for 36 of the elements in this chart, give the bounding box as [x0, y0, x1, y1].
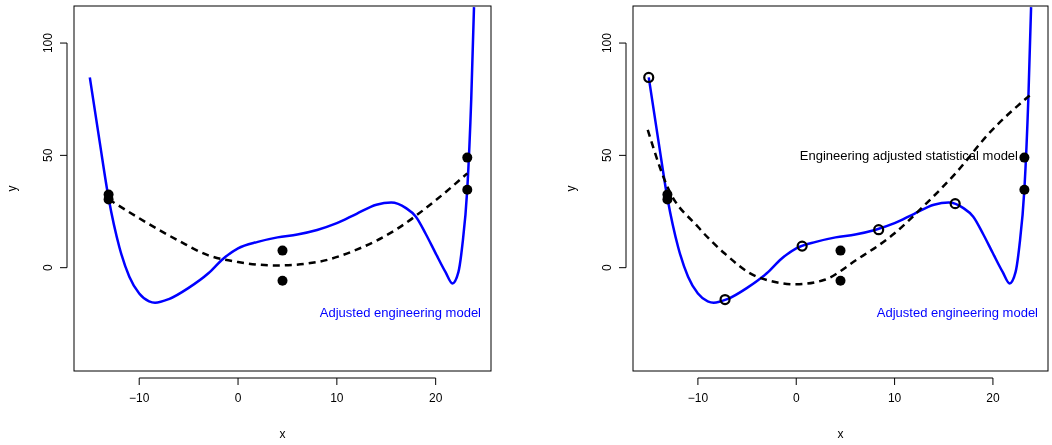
point — [719, 293, 731, 306]
line-series — [88, 6, 476, 304]
x-tick-label: 10 — [330, 391, 344, 405]
x-tick-label: 10 — [887, 391, 902, 405]
point — [643, 71, 655, 84]
point — [949, 198, 961, 210]
point — [835, 245, 846, 256]
point — [462, 152, 473, 163]
point — [1019, 152, 1030, 163]
x-axis-title: x — [279, 427, 286, 441]
y-axis-title: y — [5, 185, 19, 192]
x-axis-title: x — [837, 427, 844, 441]
text: Adjusted engineering model — [876, 305, 1039, 321]
y-tick-label: 100 — [41, 32, 55, 54]
point — [835, 275, 846, 286]
y-tick-label: 0 — [600, 264, 614, 272]
text: Adjusted engineering model — [319, 305, 482, 321]
x-tick-label: 20 — [986, 391, 1000, 405]
point — [1019, 184, 1030, 195]
line-series — [646, 93, 1032, 286]
text: Engineering adjusted statistical model — [799, 148, 1019, 164]
x-tick-label: 0 — [792, 391, 800, 405]
point — [277, 275, 288, 286]
y-tick-label: 100 — [600, 32, 614, 54]
y-tick-label: 0 — [41, 264, 55, 272]
x-tick-label: −10 — [129, 391, 150, 405]
y-axis-title: y — [564, 185, 578, 192]
y-tick-label: 50 — [41, 148, 55, 163]
point — [873, 224, 885, 236]
y-tick-label: 50 — [600, 148, 614, 163]
x-tick-label: 20 — [428, 391, 443, 405]
x-tick-label: −10 — [687, 391, 709, 405]
point — [462, 184, 473, 195]
x-tick-label: 0 — [234, 391, 242, 405]
point — [796, 240, 808, 252]
point — [277, 245, 288, 256]
